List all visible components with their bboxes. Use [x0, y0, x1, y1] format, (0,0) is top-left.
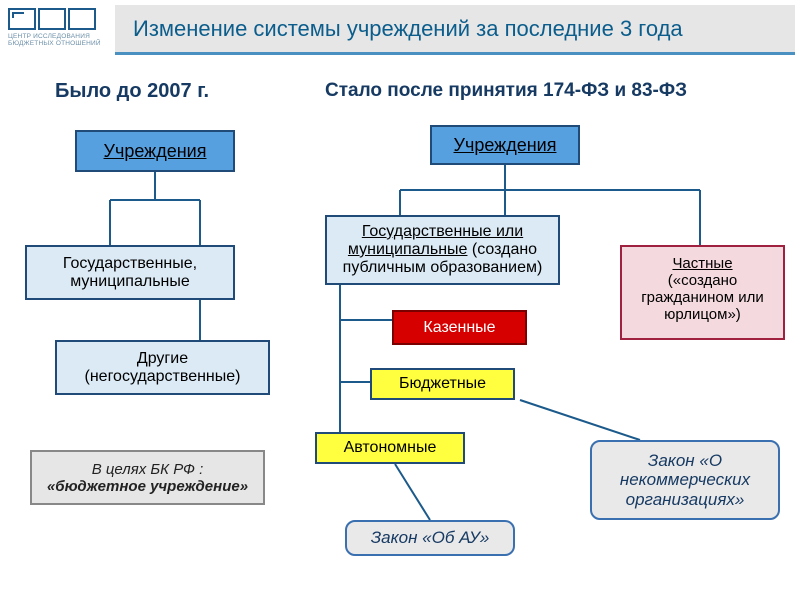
logo: ЦЕНТР ИССЛЕДОВАНИЯБЮДЖЕТНЫХ ОТНОШЕНИЙ — [8, 8, 108, 63]
right-gov-box: Государственные или муниципальные (созда… — [325, 215, 560, 285]
left-bk-note: В целях БК РФ : «бюджетное учреждение» — [30, 450, 265, 505]
callout-nko-l3: организациях» — [626, 490, 745, 510]
callout-nko-l1: Закон «О — [648, 451, 722, 471]
left-root-label: Учреждения — [104, 141, 207, 162]
right-budget-box: Бюджетные — [370, 368, 515, 400]
right-root-box: Учреждения — [430, 125, 580, 165]
left-column-header: Было до 2007 г. — [55, 80, 209, 103]
callout-nko-law: Закон «О некоммерческих организациях» — [590, 440, 780, 520]
right-private-box: Частные («создано гражданином или юрлицо… — [620, 245, 785, 340]
right-private-rest: («создано гражданином или юрлицом») — [641, 272, 764, 323]
callout-nko-l2: некоммерческих — [620, 470, 750, 490]
right-budget-label: Бюджетные — [399, 375, 486, 393]
slide-title: Изменение системы учреждений за последни… — [133, 16, 683, 42]
logo-subtitle: ЦЕНТР ИССЛЕДОВАНИЯБЮДЖЕТНЫХ ОТНОШЕНИЙ — [8, 33, 108, 47]
left-gov-municipal-box: Государственные, муниципальные — [25, 245, 235, 300]
callout-au-law-label: Закон «Об АУ» — [371, 528, 490, 548]
slide-title-bar: Изменение системы учреждений за последни… — [115, 5, 795, 55]
left-root-box: Учреждения — [75, 130, 235, 172]
right-column-header: Стало после принятия 174-ФЗ и 83-ФЗ — [325, 80, 687, 102]
left-other-label: Другие (негосударственные) — [65, 350, 260, 386]
right-root-label: Учреждения — [454, 135, 557, 156]
right-autonomous-box: Автономные — [315, 432, 465, 464]
callout-au-law: Закон «Об АУ» — [345, 520, 515, 556]
right-private-underlined: Частные — [672, 255, 732, 272]
right-kazenny-box: Казенные — [392, 310, 527, 345]
right-autonomous-label: Автономные — [344, 439, 437, 457]
left-note-line1: В целях БК РФ : — [92, 461, 204, 478]
left-gov-municipal-label: Государственные, муниципальные — [35, 255, 225, 291]
right-kazenny-label: Казенные — [423, 319, 495, 337]
left-note-line2: «бюджетное учреждение» — [47, 478, 248, 495]
left-other-box: Другие (негосударственные) — [55, 340, 270, 395]
logo-glyphs — [8, 8, 108, 30]
